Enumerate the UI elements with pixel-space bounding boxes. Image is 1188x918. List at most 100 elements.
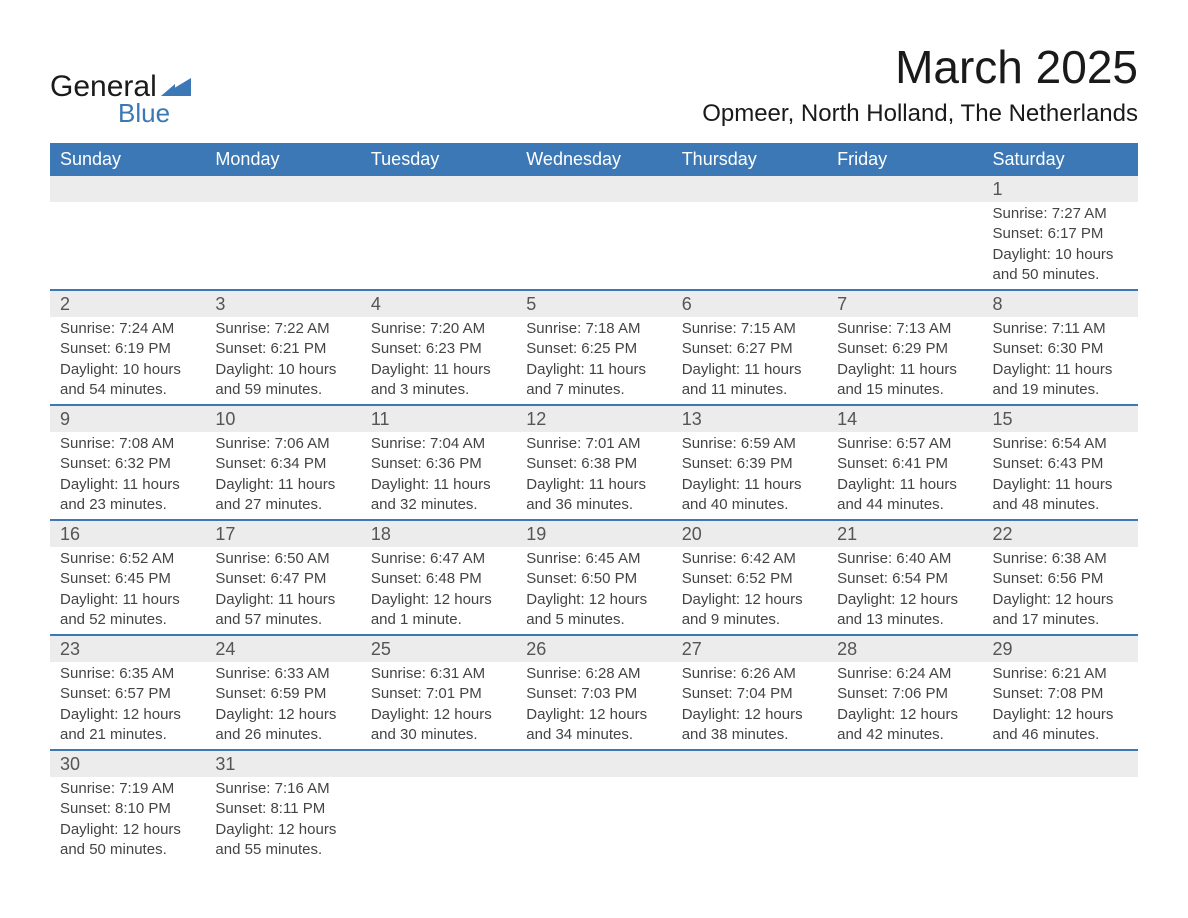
calendar-cell bbox=[672, 749, 827, 864]
dl2-text: and 44 minutes. bbox=[837, 495, 972, 515]
calendar-cell: 20Sunrise: 6:42 AMSunset: 6:52 PMDayligh… bbox=[672, 519, 827, 634]
weekday-header: Tuesday bbox=[361, 143, 516, 176]
sunset-text: Sunset: 6:25 PM bbox=[526, 339, 661, 359]
sunrise-text: Sunrise: 7:16 AM bbox=[215, 779, 350, 799]
calendar-cell: 24Sunrise: 6:33 AMSunset: 6:59 PMDayligh… bbox=[205, 634, 360, 749]
calendar-cell: 5Sunrise: 7:18 AMSunset: 6:25 PMDaylight… bbox=[516, 289, 671, 404]
dl2-text: and 54 minutes. bbox=[60, 380, 195, 400]
dl2-text: and 15 minutes. bbox=[837, 380, 972, 400]
calendar-table: Sunday Monday Tuesday Wednesday Thursday… bbox=[50, 143, 1138, 864]
sunrise-text: Sunrise: 6:31 AM bbox=[371, 664, 506, 684]
calendar-cell: 29Sunrise: 6:21 AMSunset: 7:08 PMDayligh… bbox=[983, 634, 1138, 749]
calendar-cell: 26Sunrise: 6:28 AMSunset: 7:03 PMDayligh… bbox=[516, 634, 671, 749]
day-number: 20 bbox=[672, 519, 827, 547]
sunset-text: Sunset: 6:41 PM bbox=[837, 454, 972, 474]
empty-day-bar bbox=[516, 749, 671, 777]
dl1-text: Daylight: 12 hours bbox=[682, 590, 817, 610]
calendar-cell: 28Sunrise: 6:24 AMSunset: 7:06 PMDayligh… bbox=[827, 634, 982, 749]
dl2-text: and 57 minutes. bbox=[215, 610, 350, 630]
day-number: 11 bbox=[361, 404, 516, 432]
dl2-text: and 55 minutes. bbox=[215, 840, 350, 860]
empty-day-bar bbox=[827, 749, 982, 777]
day-number: 30 bbox=[50, 749, 205, 777]
empty-day-bar bbox=[827, 176, 982, 202]
calendar-cell: 16Sunrise: 6:52 AMSunset: 6:45 PMDayligh… bbox=[50, 519, 205, 634]
sunset-text: Sunset: 6:48 PM bbox=[371, 569, 506, 589]
dl2-text: and 32 minutes. bbox=[371, 495, 506, 515]
day-number: 12 bbox=[516, 404, 671, 432]
dl2-text: and 48 minutes. bbox=[993, 495, 1128, 515]
sunrise-text: Sunrise: 7:27 AM bbox=[993, 204, 1128, 224]
calendar-cell: 10Sunrise: 7:06 AMSunset: 6:34 PMDayligh… bbox=[205, 404, 360, 519]
calendar-cell bbox=[205, 176, 360, 289]
day-number: 16 bbox=[50, 519, 205, 547]
empty-day-bar bbox=[205, 176, 360, 202]
dl2-text: and 19 minutes. bbox=[993, 380, 1128, 400]
weekday-header: Saturday bbox=[983, 143, 1138, 176]
calendar-page: General Blue March 2025 Opmeer, North Ho… bbox=[0, 0, 1188, 914]
calendar-cell: 17Sunrise: 6:50 AMSunset: 6:47 PMDayligh… bbox=[205, 519, 360, 634]
sunrise-text: Sunrise: 7:15 AM bbox=[682, 319, 817, 339]
calendar-cell bbox=[50, 176, 205, 289]
calendar-cell: 6Sunrise: 7:15 AMSunset: 6:27 PMDaylight… bbox=[672, 289, 827, 404]
sunrise-text: Sunrise: 7:18 AM bbox=[526, 319, 661, 339]
dl2-text: and 46 minutes. bbox=[993, 725, 1128, 745]
sunset-text: Sunset: 6:30 PM bbox=[993, 339, 1128, 359]
day-number: 13 bbox=[672, 404, 827, 432]
sunrise-text: Sunrise: 7:06 AM bbox=[215, 434, 350, 454]
calendar-cell: 9Sunrise: 7:08 AMSunset: 6:32 PMDaylight… bbox=[50, 404, 205, 519]
empty-day-bar bbox=[672, 176, 827, 202]
dl1-text: Daylight: 11 hours bbox=[215, 590, 350, 610]
sunrise-text: Sunrise: 6:50 AM bbox=[215, 549, 350, 569]
sunrise-text: Sunrise: 6:24 AM bbox=[837, 664, 972, 684]
brand-logo: General Blue bbox=[50, 40, 191, 129]
day-number: 2 bbox=[50, 289, 205, 317]
day-number: 22 bbox=[983, 519, 1138, 547]
sunrise-text: Sunrise: 6:59 AM bbox=[682, 434, 817, 454]
dl1-text: Daylight: 12 hours bbox=[526, 590, 661, 610]
sunset-text: Sunset: 6:56 PM bbox=[993, 569, 1128, 589]
calendar-week-row: 30Sunrise: 7:19 AMSunset: 8:10 PMDayligh… bbox=[50, 749, 1138, 864]
sunrise-text: Sunrise: 7:11 AM bbox=[993, 319, 1128, 339]
sunrise-text: Sunrise: 6:40 AM bbox=[837, 549, 972, 569]
sunset-text: Sunset: 6:54 PM bbox=[837, 569, 972, 589]
calendar-cell: 8Sunrise: 7:11 AMSunset: 6:30 PMDaylight… bbox=[983, 289, 1138, 404]
sunset-text: Sunset: 6:52 PM bbox=[682, 569, 817, 589]
sunset-text: Sunset: 6:34 PM bbox=[215, 454, 350, 474]
sunset-text: Sunset: 6:32 PM bbox=[60, 454, 195, 474]
sunset-text: Sunset: 6:29 PM bbox=[837, 339, 972, 359]
dl1-text: Daylight: 12 hours bbox=[837, 705, 972, 725]
calendar-cell: 18Sunrise: 6:47 AMSunset: 6:48 PMDayligh… bbox=[361, 519, 516, 634]
dl1-text: Daylight: 12 hours bbox=[215, 705, 350, 725]
dl2-text: and 1 minute. bbox=[371, 610, 506, 630]
day-number: 21 bbox=[827, 519, 982, 547]
sunset-text: Sunset: 6:17 PM bbox=[993, 224, 1128, 244]
dl1-text: Daylight: 12 hours bbox=[60, 820, 195, 840]
calendar-cell: 31Sunrise: 7:16 AMSunset: 8:11 PMDayligh… bbox=[205, 749, 360, 864]
dl2-text: and 13 minutes. bbox=[837, 610, 972, 630]
calendar-cell: 13Sunrise: 6:59 AMSunset: 6:39 PMDayligh… bbox=[672, 404, 827, 519]
day-number: 8 bbox=[983, 289, 1138, 317]
day-number: 14 bbox=[827, 404, 982, 432]
day-number: 19 bbox=[516, 519, 671, 547]
sunset-text: Sunset: 6:39 PM bbox=[682, 454, 817, 474]
calendar-cell: 19Sunrise: 6:45 AMSunset: 6:50 PMDayligh… bbox=[516, 519, 671, 634]
calendar-cell: 25Sunrise: 6:31 AMSunset: 7:01 PMDayligh… bbox=[361, 634, 516, 749]
dl1-text: Daylight: 11 hours bbox=[526, 360, 661, 380]
dl2-text: and 21 minutes. bbox=[60, 725, 195, 745]
calendar-cell: 7Sunrise: 7:13 AMSunset: 6:29 PMDaylight… bbox=[827, 289, 982, 404]
calendar-week-row: 2Sunrise: 7:24 AMSunset: 6:19 PMDaylight… bbox=[50, 289, 1138, 404]
day-number: 10 bbox=[205, 404, 360, 432]
day-number: 23 bbox=[50, 634, 205, 662]
calendar-week-row: 16Sunrise: 6:52 AMSunset: 6:45 PMDayligh… bbox=[50, 519, 1138, 634]
dl2-text: and 23 minutes. bbox=[60, 495, 195, 515]
calendar-cell: 15Sunrise: 6:54 AMSunset: 6:43 PMDayligh… bbox=[983, 404, 1138, 519]
sunset-text: Sunset: 6:21 PM bbox=[215, 339, 350, 359]
calendar-cell: 23Sunrise: 6:35 AMSunset: 6:57 PMDayligh… bbox=[50, 634, 205, 749]
sunset-text: Sunset: 6:23 PM bbox=[371, 339, 506, 359]
month-title: March 2025 bbox=[702, 40, 1138, 94]
dl2-text: and 50 minutes. bbox=[60, 840, 195, 860]
dl1-text: Daylight: 11 hours bbox=[60, 590, 195, 610]
calendar-cell bbox=[672, 176, 827, 289]
sunset-text: Sunset: 7:08 PM bbox=[993, 684, 1128, 704]
